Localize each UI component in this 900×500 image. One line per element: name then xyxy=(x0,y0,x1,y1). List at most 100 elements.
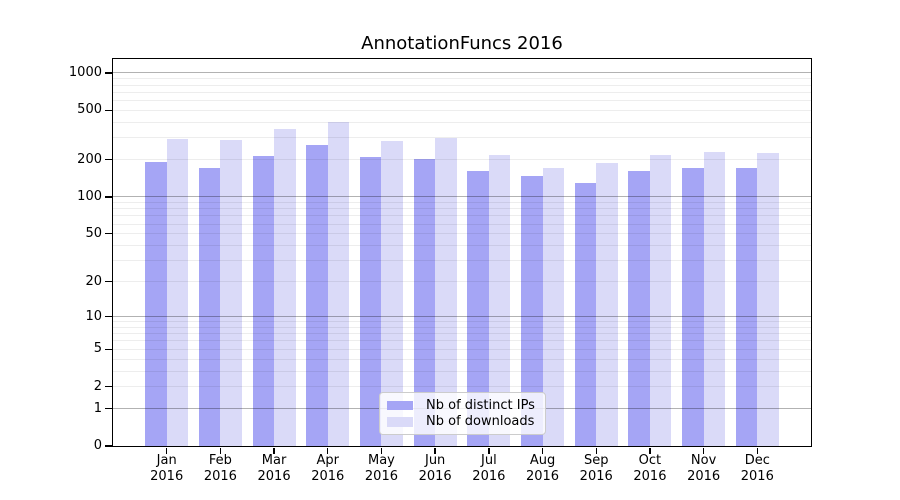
gridline-y-800 xyxy=(113,84,811,86)
bar-mar-nb-of-downloads xyxy=(274,129,296,446)
y-tick-1 xyxy=(104,407,112,410)
gridline-y-30 xyxy=(113,260,811,262)
gridline-y-8 xyxy=(113,326,811,328)
legend-swatch-downloads xyxy=(387,417,413,427)
legend-swatch-distinct-ips xyxy=(387,400,413,410)
gridline-y-major-10 xyxy=(113,316,811,318)
bar-apr-nb-of-downloads xyxy=(327,121,350,446)
bar-may-nb-of-downloads xyxy=(381,141,403,446)
legend-item-downloads: Nb of downloads xyxy=(387,414,537,429)
x-tick-oct xyxy=(649,447,651,454)
bar-dec-nb-of-downloads xyxy=(757,152,779,446)
gridline-y-600 xyxy=(113,100,811,102)
y-tick-label-2: 2 xyxy=(93,378,102,394)
x-tick-label-sep: Sep 2016 xyxy=(579,453,613,484)
y-tick-label-1000: 1000 xyxy=(68,64,102,80)
x-tick-label-feb: Feb 2016 xyxy=(203,453,237,484)
bar-oct-nb-of-downloads xyxy=(649,154,672,446)
x-tick-feb xyxy=(219,447,222,454)
x-tick-aug xyxy=(541,447,544,454)
x-tick-label-dec: Dec 2016 xyxy=(740,453,774,484)
bar-feb-nb-of-downloads xyxy=(220,139,242,446)
bar-aug-nb-of-downloads xyxy=(542,167,564,446)
x-tick-jul xyxy=(488,447,490,454)
y-tick-label-0: 0 xyxy=(93,438,102,453)
x-tick-mar xyxy=(273,447,275,454)
gridline-y-4 xyxy=(113,358,811,360)
gridline-y-3 xyxy=(113,370,811,372)
y-tick-label-500: 500 xyxy=(77,102,102,118)
bar-dec-nb-of-distinct-ips xyxy=(735,168,758,446)
y-tick-5 xyxy=(104,348,112,350)
gridline-y-70 xyxy=(113,215,811,217)
y-tick-label-1: 1 xyxy=(93,400,102,416)
y-tick-label-20: 20 xyxy=(85,273,102,289)
gridline-y-6 xyxy=(113,340,811,342)
bar-may-nb-of-distinct-ips xyxy=(359,157,382,446)
y-tick-label-10: 10 xyxy=(85,308,102,324)
gridline-y-500 xyxy=(113,109,811,111)
bar-jan-nb-of-downloads xyxy=(166,138,189,446)
y-tick-50 xyxy=(104,233,112,235)
bar-nov-nb-of-downloads xyxy=(703,151,726,446)
bar-feb-nb-of-distinct-ips xyxy=(198,167,221,446)
bar-sep-nb-of-downloads xyxy=(596,163,618,446)
bar-apr-nb-of-distinct-ips xyxy=(306,145,328,446)
bar-jun-nb-of-downloads xyxy=(435,137,457,446)
x-tick-jan xyxy=(165,447,168,454)
legend-label-distinct-ips: Nb of distinct IPs xyxy=(426,397,535,413)
bar-mar-nb-of-distinct-ips xyxy=(252,156,275,446)
gridline-y-80 xyxy=(113,208,811,210)
x-tick-label-oct: Oct 2016 xyxy=(633,453,667,484)
plot-area: 0 1 2 5 10 20 50 100 200 500 1000 Jan 2016 Feb 2016 Mar… xyxy=(69,58,812,484)
gridline-y-9 xyxy=(113,321,811,323)
gridline-y-200 xyxy=(113,159,811,161)
gridline-y-900 xyxy=(113,78,811,80)
x-tick-label-mar: Mar 2016 xyxy=(257,453,291,484)
gridline-y-20 xyxy=(113,281,811,283)
y-tick-label-100: 100 xyxy=(77,188,102,204)
x-tick-label-apr: Apr 2016 xyxy=(311,453,345,484)
gridline-y-2 xyxy=(113,386,811,388)
gridline-y-90 xyxy=(113,201,811,203)
x-tick-label-jan: Jan 2016 xyxy=(150,453,184,484)
gridline-y-50 xyxy=(113,233,811,235)
y-tick-500 xyxy=(104,109,112,112)
chart-title: AnnotationFuncs 2016 xyxy=(361,33,563,54)
x-tick-sep xyxy=(595,447,597,454)
y-tick-20 xyxy=(104,280,112,283)
y-tick-0 xyxy=(104,445,112,447)
x-tick-label-jun: Jun 2016 xyxy=(418,453,452,484)
x-tick-label-jul: Jul 2016 xyxy=(472,453,506,484)
gridline-y-5 xyxy=(113,348,811,350)
y-tick-100 xyxy=(104,196,112,198)
legend-item-distinct-ips: Nb of distinct IPs xyxy=(387,398,537,413)
gridline-y-60 xyxy=(113,223,811,225)
gridline-y-300 xyxy=(113,137,811,139)
x-tick-may xyxy=(380,447,383,454)
y-tick-10 xyxy=(104,315,112,318)
y-tick-200 xyxy=(104,158,112,161)
y-tick-label-50: 50 xyxy=(85,225,102,241)
x-tick-label-aug: Aug 2016 xyxy=(525,453,560,484)
bar-oct-nb-of-distinct-ips xyxy=(628,170,650,446)
x-tick-label-may: May 2016 xyxy=(364,453,398,484)
gridline-y-major-100 xyxy=(113,196,811,198)
bar-nov-nb-of-distinct-ips xyxy=(682,168,704,446)
gridline-y-700 xyxy=(113,91,811,93)
x-tick-nov xyxy=(702,447,705,454)
gridline-y-40 xyxy=(113,244,811,246)
bar-jun-nb-of-distinct-ips xyxy=(413,158,436,446)
x-tick-label-nov: Nov 2016 xyxy=(687,453,721,484)
y-tick-2 xyxy=(104,385,112,388)
gridline-y-7 xyxy=(113,333,811,335)
y-tick-label-200: 200 xyxy=(77,151,102,167)
bar-jul-nb-of-distinct-ips xyxy=(467,171,489,446)
gridline-y-400 xyxy=(113,121,811,123)
bar-aug-nb-of-distinct-ips xyxy=(521,176,543,446)
gridline-y-major-1000 xyxy=(113,72,811,74)
bar-jul-nb-of-downloads xyxy=(488,155,511,446)
legend-label-downloads: Nb of downloads xyxy=(426,414,535,430)
bar-sep-nb-of-distinct-ips xyxy=(574,183,597,446)
